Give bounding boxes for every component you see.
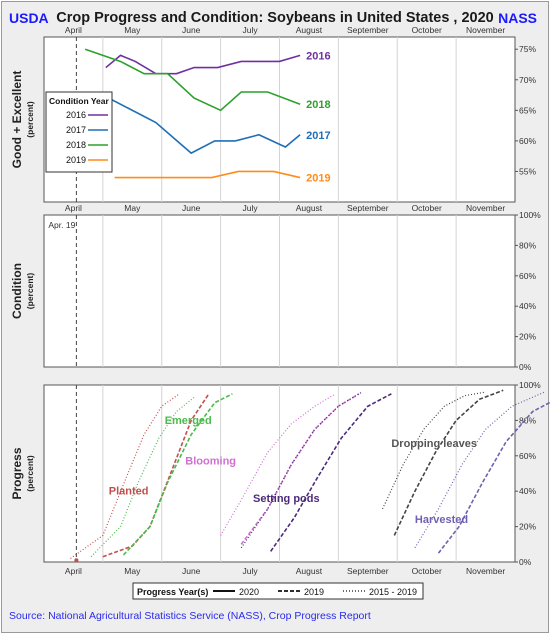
condition-legend — [45, 91, 113, 173]
series-end-label-2018: 2018 — [306, 99, 330, 111]
x-tick-label: August — [296, 566, 323, 576]
progress-legend-label: 2020 — [239, 587, 259, 597]
legend-entry-label: 2016 — [66, 110, 86, 120]
y-axis-title: Progress — [10, 447, 24, 499]
x-tick-label: June — [182, 566, 201, 576]
y-tick-label: 40% — [519, 301, 536, 311]
legend-entry-label: 2018 — [66, 140, 86, 150]
y-tick-label: 80% — [519, 415, 536, 425]
x-tick-label: April — [65, 25, 82, 35]
y-tick-label: 65% — [519, 105, 536, 115]
y-axis-title: Good + Excellent — [10, 71, 24, 169]
x-tick-label: June — [182, 203, 201, 213]
series-end-label-2019: 2019 — [306, 173, 330, 185]
y-tick-label: 60% — [519, 451, 536, 461]
y-tick-label: 100% — [519, 210, 541, 220]
series-end-label-2016: 2016 — [306, 50, 330, 62]
x-tick-label: May — [124, 25, 141, 35]
planted-2020-point — [74, 558, 79, 563]
y-tick-label: 80% — [519, 240, 536, 250]
x-tick-label: August — [296, 25, 323, 35]
y-tick-label: 55% — [519, 166, 536, 176]
stage-label: Setting pods — [253, 493, 320, 505]
y-tick-label: 70% — [519, 75, 536, 85]
y-tick-label: 0% — [519, 557, 532, 567]
y-axis-title: Condition — [10, 263, 24, 319]
progress-line — [90, 396, 195, 558]
legend-entry-label: 2017 — [66, 125, 86, 135]
x-tick-label: September — [347, 25, 389, 35]
stage-label: Dropping leaves — [391, 438, 477, 450]
y-tick-label: 20% — [519, 522, 536, 532]
progress-line — [70, 393, 180, 559]
series-line-2018 — [84, 48, 301, 112]
series-line-2016 — [105, 54, 301, 75]
y-tick-label: 0% — [519, 362, 532, 372]
source-note: Source: National Agricultural Statistics… — [9, 610, 371, 622]
x-tick-label: April — [65, 203, 82, 213]
stage-label: Blooming — [185, 456, 236, 468]
x-tick-label: September — [347, 203, 389, 213]
stage-label: Planted — [109, 486, 149, 498]
legend-entry-label: 2019 — [66, 155, 86, 165]
legend-title: Condition Year — [49, 96, 110, 106]
progress-legend-label: 2015 - 2019 — [369, 587, 417, 597]
x-tick-label: April — [65, 566, 82, 576]
y-tick-label: 60% — [519, 271, 536, 281]
y-axis-unit: (percent) — [25, 101, 35, 138]
progress-legend-title: Progress Year(s) — [137, 587, 208, 597]
x-tick-label: July — [243, 25, 259, 35]
y-tick-label: 40% — [519, 486, 536, 496]
x-tick-label: November — [466, 203, 505, 213]
y-tick-label: 20% — [519, 332, 536, 342]
progress-line — [381, 391, 486, 510]
progress-line — [220, 393, 336, 536]
series-line-2017 — [82, 97, 301, 155]
y-tick-label: 75% — [519, 44, 536, 54]
x-tick-label: October — [412, 566, 442, 576]
progress-line — [240, 391, 363, 549]
x-tick-label: November — [466, 25, 505, 35]
y-tick-label: 60% — [519, 136, 536, 146]
y-tick-label: 100% — [519, 380, 541, 390]
x-tick-label: October — [412, 203, 442, 213]
x-tick-label: October — [412, 25, 442, 35]
nass-logo: NASS — [498, 10, 537, 26]
x-tick-label: June — [182, 25, 201, 35]
series-end-label-2017: 2017 — [306, 130, 330, 142]
usda-logo: USDA — [9, 10, 49, 26]
x-tick-label: May — [124, 566, 141, 576]
progress-legend-label: 2019 — [304, 587, 324, 597]
progress-line — [393, 389, 504, 536]
progress-line — [122, 393, 233, 556]
y-axis-unit: (percent) — [25, 273, 35, 310]
x-tick-label: November — [466, 566, 505, 576]
progress-line — [270, 393, 392, 552]
x-tick-label: July — [243, 566, 259, 576]
series-line-2019 — [114, 170, 301, 179]
x-tick-label: August — [296, 203, 323, 213]
stage-label: Harvested — [415, 514, 468, 526]
progress-line — [437, 401, 550, 554]
x-tick-label: September — [347, 566, 389, 576]
page-title: Crop Progress and Condition: Soybeans in… — [56, 10, 494, 26]
stage-label: Emerged — [165, 415, 212, 427]
x-tick-label: May — [124, 203, 141, 213]
y-axis-unit: (percent) — [25, 455, 35, 492]
date-annotation: Apr. 19 — [48, 220, 75, 230]
x-tick-label: July — [243, 203, 259, 213]
